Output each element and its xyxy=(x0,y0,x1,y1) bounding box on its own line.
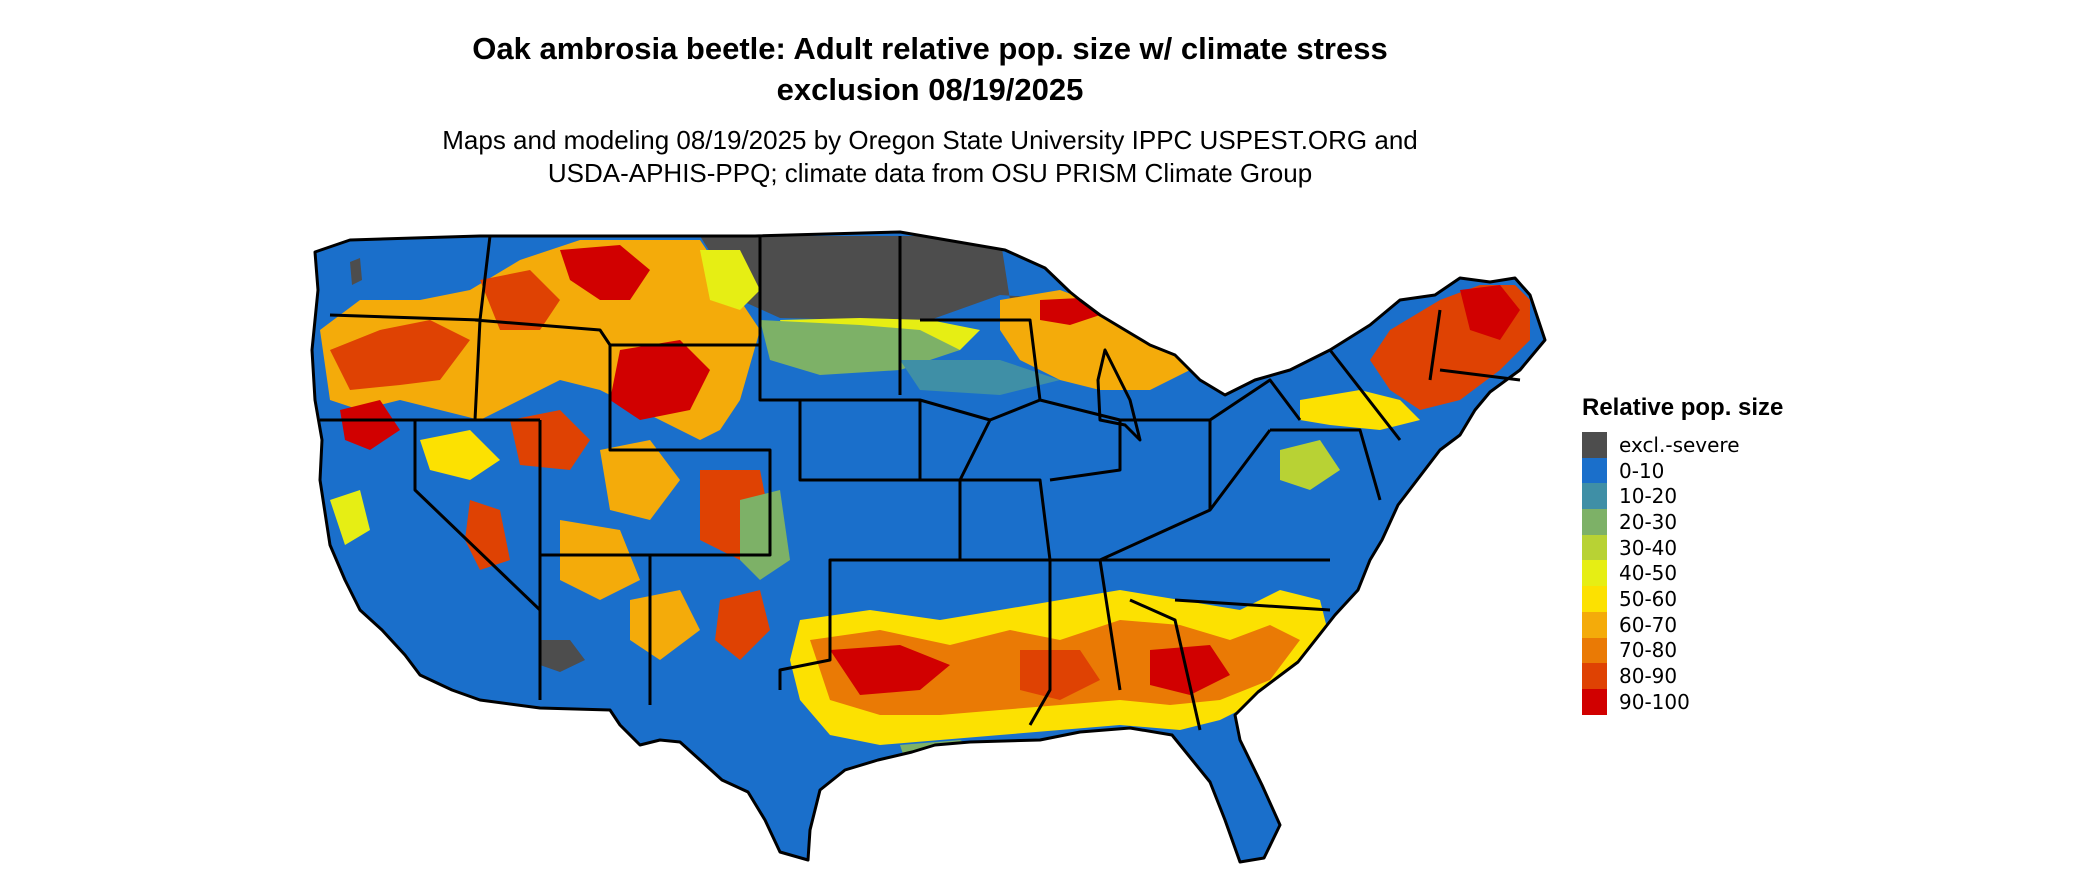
map-title-line-2: exclusion 08/19/2025 xyxy=(776,72,1084,107)
legend-label: 20-30 xyxy=(1619,509,1678,534)
legend-swatch xyxy=(1582,560,1607,587)
legend: Relative pop. size excl.-severe 0-10 10-20… xyxy=(1582,394,1783,715)
legend-label: 80-90 xyxy=(1619,664,1678,689)
legend-item: 30-40 xyxy=(1582,534,1783,561)
legend-label: 90-100 xyxy=(1619,689,1690,714)
map-title-line-1: Oak ambrosia beetle: Adult relative pop.… xyxy=(472,31,1388,66)
legend-items: excl.-severe 0-10 10-20 20-30 30-40 40-50 50-6… xyxy=(1582,432,1783,715)
legend-item: 50-60 xyxy=(1582,586,1783,612)
legend-swatch xyxy=(1582,432,1607,458)
legend-swatch xyxy=(1582,509,1607,535)
legend-title: Relative pop. size xyxy=(1582,394,1784,421)
legend-item: 40-50 xyxy=(1582,560,1783,587)
legend-swatch xyxy=(1582,688,1607,715)
legend-item: 90-100 xyxy=(1582,688,1783,715)
legend-item: 80-90 xyxy=(1582,663,1783,689)
legend-label: 50-60 xyxy=(1619,586,1678,611)
legend-label: excl.-severe xyxy=(1619,432,1740,457)
map-subtitle-line-2: USDA-APHIS-PPQ; climate data from OSU PR… xyxy=(547,158,1313,188)
legend-item: 70-80 xyxy=(1582,637,1783,664)
legend-swatch xyxy=(1582,637,1607,664)
legend-swatch xyxy=(1582,611,1607,638)
legend-swatch xyxy=(1582,534,1607,561)
map-title: Oak ambrosia beetle: Adult relative pop.… xyxy=(0,28,1860,110)
legend-swatch xyxy=(1582,663,1607,689)
legend-swatch xyxy=(1582,483,1607,510)
legend-item: excl.-severe xyxy=(1582,432,1783,458)
state-borders xyxy=(310,230,1547,864)
legend-item: 20-30 xyxy=(1582,509,1783,535)
plains-transition-zone xyxy=(740,320,1060,580)
map-subtitle: Maps and modeling 08/19/2025 by Oregon S… xyxy=(0,124,1860,190)
legend-label: 30-40 xyxy=(1619,535,1678,560)
excluded-areas xyxy=(350,236,1080,672)
legend-item: 60-70 xyxy=(1582,611,1783,638)
legend-label: 70-80 xyxy=(1619,638,1678,663)
legend-item: 0-10 xyxy=(1582,457,1783,484)
legend-item: 10-20 xyxy=(1582,483,1783,510)
legend-swatch xyxy=(1582,586,1607,612)
map-subtitle-line-1: Maps and modeling 08/19/2025 by Oregon S… xyxy=(442,125,1418,155)
legend-label: 0-10 xyxy=(1619,458,1665,483)
legend-label: 40-50 xyxy=(1619,561,1678,586)
legend-label: 10-20 xyxy=(1619,484,1678,509)
legend-label: 60-70 xyxy=(1619,612,1678,637)
legend-swatch xyxy=(1582,457,1607,484)
